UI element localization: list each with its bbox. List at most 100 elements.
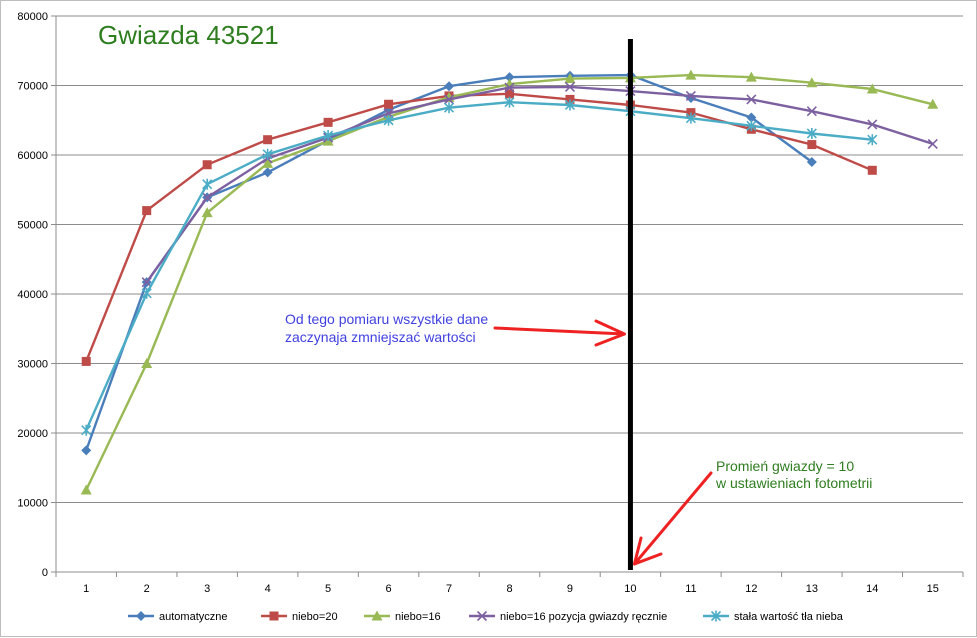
data-point <box>141 287 152 299</box>
data-point <box>323 117 333 127</box>
series-1 <box>81 70 817 456</box>
data-point <box>443 94 455 105</box>
data-point <box>746 112 757 123</box>
data-point <box>806 127 817 139</box>
data-point <box>505 89 514 99</box>
y-tick-label: 60000 <box>17 150 48 162</box>
data-point <box>685 112 696 124</box>
data-point <box>262 148 273 160</box>
legend-label: niebo=20 <box>292 611 338 623</box>
data-point <box>806 77 818 88</box>
series-5 <box>81 96 878 436</box>
x-tick-label: 1 <box>83 583 89 595</box>
data-point <box>443 102 455 114</box>
data-point <box>81 356 91 366</box>
x-tick-label: 2 <box>144 583 150 595</box>
y-tick-label: 70000 <box>17 81 48 93</box>
gridlines <box>56 15 963 503</box>
x-tick-label: 13 <box>806 583 818 595</box>
data-point <box>867 134 878 146</box>
data-point <box>81 424 92 436</box>
data-point <box>927 138 938 149</box>
legend-item-3: niebo=16 <box>364 610 441 623</box>
data-point <box>202 178 213 190</box>
data-point <box>685 69 697 80</box>
data-point <box>927 98 939 109</box>
data-point <box>504 72 515 83</box>
x-tick-label: 15 <box>927 583 939 595</box>
legend-item-5: stała wartość tła nieba <box>703 610 844 623</box>
data-point <box>262 167 273 178</box>
y-tick-label: 30000 <box>17 359 48 371</box>
data-point <box>746 94 757 105</box>
x-tick-label: 4 <box>265 583 271 595</box>
x-tick-label: 12 <box>745 583 757 595</box>
data-point <box>201 207 213 218</box>
legend-label: niebo=16 pozycja gwiazdy ręcznie <box>500 611 667 623</box>
data-point <box>504 78 515 89</box>
data-point <box>323 130 334 142</box>
y-tick-label: 40000 <box>17 289 48 301</box>
annotation-decline-note: Od tego pomiaru wszystkie dane zaczynaja… <box>285 311 488 345</box>
legend-swatch-marker <box>136 611 146 621</box>
data-point <box>384 99 394 109</box>
data-point <box>565 94 575 104</box>
x-tick-label: 14 <box>866 583 878 595</box>
chart-title: Gwiazda 43521 <box>98 20 279 50</box>
data-point <box>564 73 576 84</box>
data-point <box>867 119 878 130</box>
legend-swatch-marker <box>710 610 722 622</box>
data-point <box>685 90 696 101</box>
series-line <box>85 92 873 362</box>
y-tick-label: 10000 <box>17 498 48 510</box>
x-tick-label: 7 <box>446 583 452 595</box>
data-point <box>444 81 455 92</box>
data-point <box>806 106 817 117</box>
data-point <box>504 96 515 108</box>
y-tick-label: 20000 <box>17 428 48 440</box>
data-point <box>202 192 213 203</box>
series-layer <box>80 69 939 495</box>
legend-label: stała wartość tła nieba <box>734 611 844 623</box>
data-point <box>202 160 212 170</box>
series-line <box>85 73 813 451</box>
data-point <box>141 277 152 288</box>
y-tick-label: 50000 <box>17 220 48 232</box>
legend: automatyczne niebo=20 niebo=16 niebo=16 poz… <box>128 610 844 623</box>
x-tick-label: 5 <box>325 583 331 595</box>
legend-label: automatyczne <box>159 611 227 623</box>
arrow-to-axis <box>632 471 713 566</box>
legend-swatch-marker <box>476 610 488 622</box>
x-tick-label: 9 <box>567 583 573 595</box>
annotation-decline-line-2: zaczynaja zmniejszać wartości <box>285 329 476 345</box>
data-point <box>263 135 273 145</box>
series-line <box>85 101 873 431</box>
legend-item-2: niebo=20 <box>261 611 338 623</box>
data-point <box>81 445 92 456</box>
data-point <box>80 484 92 495</box>
legend-item-1: automatyczne <box>128 611 227 623</box>
series-4 <box>141 81 938 288</box>
x-tick-label: 11 <box>685 583 696 595</box>
annotation-decline-line-1: Od tego pomiaru wszystkie dane <box>285 311 488 327</box>
x-tick-label: 3 <box>204 583 210 595</box>
data-point <box>383 114 394 126</box>
data-point <box>807 140 817 150</box>
series-line <box>145 85 934 283</box>
data-point <box>746 120 757 132</box>
x-tick-label: 6 <box>386 583 392 595</box>
data-point <box>564 99 576 111</box>
annotation-radius-line-1: Promień gwiazdy = 10 <box>716 458 854 474</box>
legend-swatch-marker <box>371 610 383 621</box>
data-point <box>142 206 152 216</box>
data-point <box>806 156 817 167</box>
series-line <box>85 73 934 491</box>
data-point <box>141 358 153 368</box>
annotation-arrows <box>493 319 713 566</box>
axes: 0 10000 20000 30000 40000 50000 60000 70000 8000… <box>17 11 964 595</box>
data-point <box>504 82 515 93</box>
y-tick-label: 0 <box>42 567 48 579</box>
annotation-radius-line-2: w ustawieniach fotometrii <box>715 475 872 491</box>
